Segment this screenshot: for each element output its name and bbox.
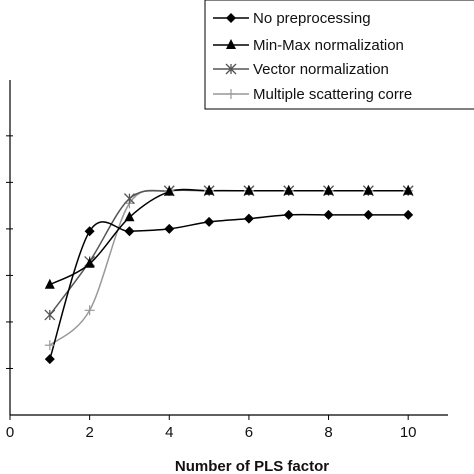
legend-label-no-preprocessing: No preprocessing (253, 10, 371, 27)
series-1-point (204, 184, 215, 195)
series-0-point (403, 209, 414, 220)
series-1-point (84, 257, 95, 268)
x-ticks: 0 2 4 6 8 10 (6, 415, 417, 441)
legend-label-min-max: Min-Max normalization (253, 37, 404, 54)
x-tick-label: 0 (6, 424, 14, 441)
series-3-point (84, 305, 95, 316)
series-lines (49, 188, 409, 360)
series-markers (44, 184, 414, 365)
legend-swatch-0 (213, 13, 249, 23)
series-1-point (124, 211, 135, 222)
x-tick-label: 4 (165, 424, 173, 441)
series-1-point (403, 184, 414, 195)
legend-swatch-3 (213, 89, 249, 99)
series-0-point (124, 226, 135, 237)
legend-label-vector: Vector normalization (253, 61, 389, 78)
series-line-2 (49, 189, 409, 316)
series-line-3 (49, 189, 409, 346)
series-1-point (164, 185, 175, 196)
x-tick-label: 2 (85, 424, 93, 441)
legend-label-msc: Multiple scattering corre (253, 86, 412, 103)
series-0-point (204, 216, 215, 227)
axes (9, 80, 448, 416)
series-line-1 (49, 188, 409, 286)
series-2-point (123, 193, 135, 205)
series-line-0 (49, 213, 409, 360)
series-1-point (44, 278, 55, 289)
series-0-point (164, 223, 175, 234)
legend-swatch-2 (213, 63, 249, 75)
series-1-point (243, 184, 254, 195)
legend-swatch-1 (213, 39, 249, 49)
x-tick-label: 6 (245, 424, 253, 441)
series-0-point (363, 209, 374, 220)
legend-marker-1 (226, 39, 236, 49)
legend-marker-0 (226, 13, 236, 23)
x-axis-label: Number of PLS factor (175, 458, 329, 474)
legend-marker-3 (226, 89, 236, 99)
series-1-point (283, 184, 294, 195)
series-0-point (243, 213, 254, 224)
series-3-point (44, 340, 55, 351)
series-0-point (84, 226, 95, 237)
series-0-point (323, 209, 334, 220)
series-0-point (283, 209, 294, 220)
series-2-point (44, 309, 56, 321)
legend-box (204, 0, 474, 110)
legend-marker-2 (225, 63, 237, 75)
series-1-point (323, 184, 334, 195)
series-1-point (363, 184, 374, 195)
y-ticks (6, 135, 13, 369)
x-tick-label: 10 (400, 424, 417, 441)
legend: No preprocessing Min-Max normalization V… (204, 0, 474, 110)
series-0-point (44, 354, 55, 365)
x-tick-label: 8 (324, 424, 332, 441)
